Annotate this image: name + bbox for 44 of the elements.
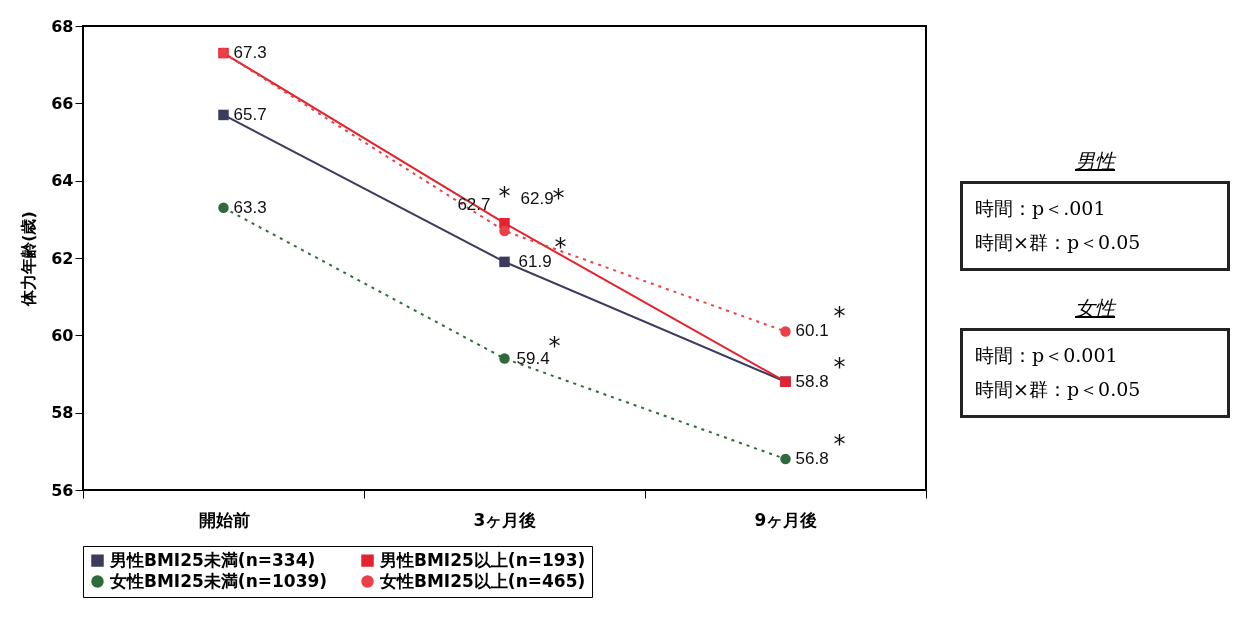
- annotation: *: [498, 181, 511, 210]
- y-tick-label: 68: [51, 16, 74, 36]
- point: [499, 256, 510, 268]
- annotation: *: [833, 302, 846, 331]
- y-tick-label: 64: [51, 171, 74, 191]
- y-tick-label: 66: [51, 93, 74, 113]
- data-label: 56.8: [795, 449, 829, 469]
- y-axis-title: 体力年齢(歳): [19, 211, 39, 307]
- annotation: *: [554, 232, 567, 261]
- point: [780, 326, 791, 337]
- data-label: 61.9: [518, 251, 552, 271]
- legend-label: 女性BMI25未満(n=1039): [109, 570, 328, 591]
- annotation: *: [548, 331, 561, 360]
- text: 時間×群：p＜0.05: [975, 377, 1142, 402]
- annotation: *: [833, 352, 846, 381]
- y-tick-label: 62: [51, 248, 74, 268]
- text: 時間：p＜.001: [975, 196, 1107, 221]
- text: 男性: [1074, 148, 1118, 175]
- x-tick-label: 3ヶ月後: [473, 509, 537, 530]
- legend-label: 男性BMI25未満(n=334): [109, 549, 316, 570]
- data-label: 60.1: [795, 321, 829, 341]
- data-label: 63.3: [233, 197, 267, 217]
- point: [780, 453, 791, 465]
- y-tick-label: 60: [51, 325, 74, 345]
- legend-label: 女性BMI25以上(n=465): [379, 570, 586, 591]
- legend-label: 男性BMI25以上(n=193): [379, 549, 586, 570]
- text: 女性: [1074, 295, 1118, 322]
- x-tick-label: 9ヶ月後: [754, 509, 818, 530]
- data-label: 58.8: [795, 371, 829, 391]
- text: 時間×群：p＜0.05: [975, 230, 1142, 255]
- text: 時間：p＜0.001: [975, 343, 1119, 368]
- point: [218, 109, 229, 121]
- x-tick-label: 開始前: [198, 509, 250, 530]
- y-tick-label: 58: [51, 403, 74, 423]
- point: [218, 202, 229, 213]
- data-label: 62.9: [520, 189, 554, 209]
- data-label: 67.3: [233, 43, 267, 63]
- annotation: *: [552, 184, 565, 213]
- data-label: 59.4: [516, 348, 550, 368]
- annotation: *: [833, 430, 846, 459]
- point: [499, 353, 510, 364]
- y-tick-label: 56: [51, 480, 74, 500]
- point: [499, 225, 510, 237]
- data-label: 65.7: [233, 104, 267, 124]
